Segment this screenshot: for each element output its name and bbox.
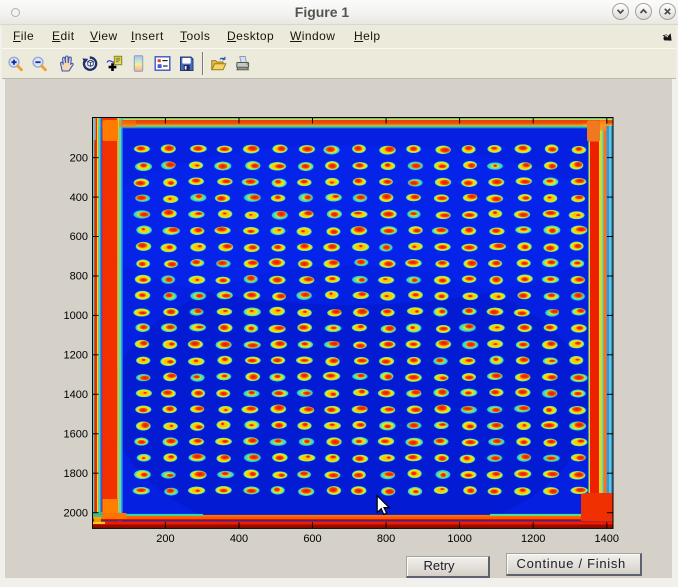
- svg-text:1000: 1000: [64, 310, 88, 322]
- svg-text:1400: 1400: [64, 389, 88, 401]
- svg-text:1200: 1200: [521, 533, 545, 545]
- svg-text:1600: 1600: [64, 429, 88, 441]
- svg-text:2000: 2000: [64, 507, 88, 519]
- svg-text:600: 600: [70, 231, 88, 243]
- svg-text:800: 800: [70, 271, 88, 283]
- svg-text:1800: 1800: [64, 468, 88, 480]
- svg-text:400: 400: [230, 533, 248, 545]
- svg-text:1200: 1200: [64, 350, 88, 362]
- svg-text:400: 400: [70, 192, 88, 204]
- svg-text:200: 200: [156, 533, 174, 545]
- svg-text:200: 200: [70, 152, 88, 164]
- svg-text:1400: 1400: [595, 533, 619, 545]
- svg-text:600: 600: [303, 533, 321, 545]
- svg-text:800: 800: [377, 533, 395, 545]
- svg-text:1000: 1000: [447, 533, 471, 545]
